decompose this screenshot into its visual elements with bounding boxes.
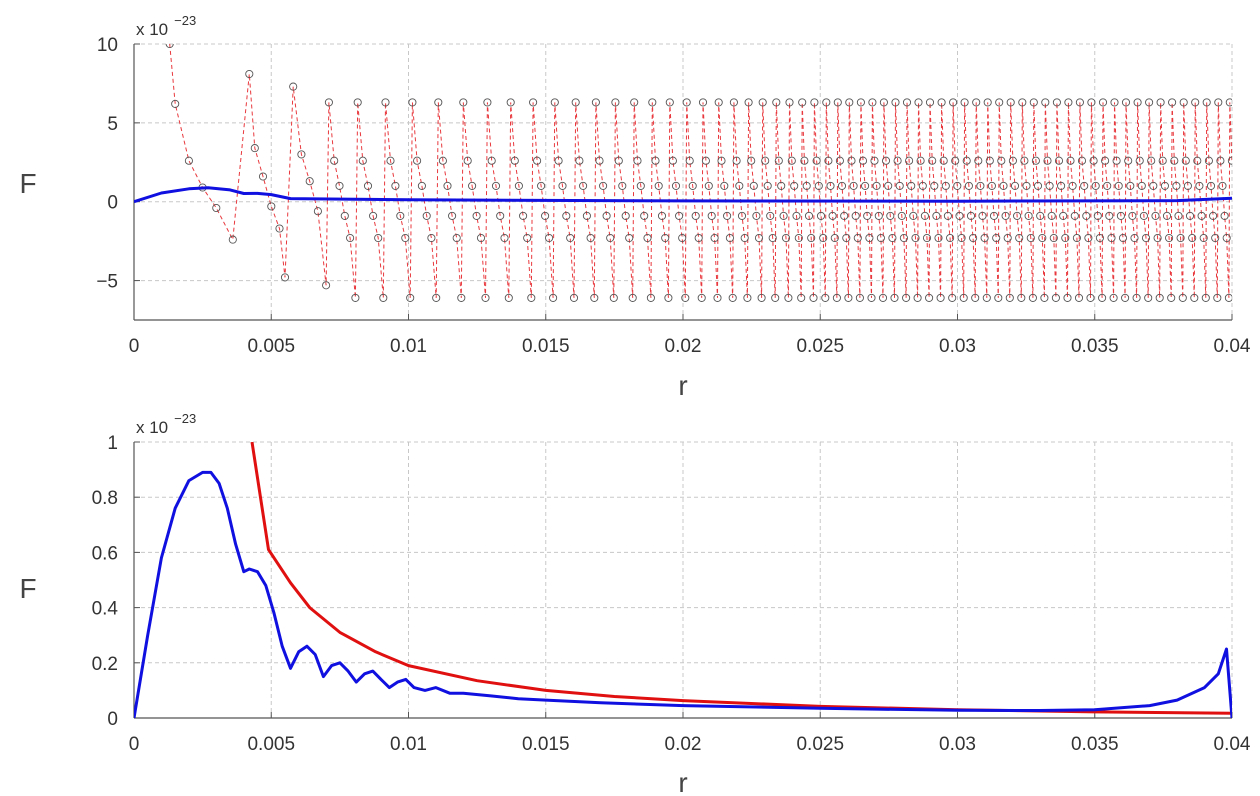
bottom-panel: 0 0.005 0.01 0.015 0.02 0.025 0.03 0.035 0.04 0 0.… (19, 411, 1250, 796)
x-tick-label: 0.015 (522, 734, 570, 755)
x-tick-label: 0.005 (247, 336, 295, 357)
x-tick-label: 0.01 (390, 336, 427, 357)
x-tick-label: 0.02 (665, 734, 702, 755)
x-axis-label: r (678, 370, 687, 401)
series-dashed-line (170, 44, 1232, 298)
x-tick-label: 0 (129, 734, 140, 755)
series-marker (213, 204, 220, 211)
x-tick-label: 0 (129, 336, 140, 357)
x-tick-label: 0.04 (1214, 336, 1251, 357)
x-axis-label: r (678, 767, 687, 796)
y-axis-label: F (19, 168, 36, 199)
y-tick-label: −5 (96, 272, 118, 293)
plot-area (134, 40, 1236, 301)
x-tick-label: 0.02 (665, 336, 702, 357)
y-tick-label: 0 (107, 709, 118, 730)
x-tick-label: 0.035 (1071, 734, 1119, 755)
exponent-label: x 10 −23 (136, 411, 196, 437)
exponent-prefix: x 10 (136, 20, 168, 39)
y-tick-label: 1 (107, 433, 118, 454)
x-tick-label: 0.005 (247, 734, 295, 755)
y-axis-label: F (19, 573, 36, 604)
exponent-power: −23 (174, 411, 196, 426)
series-marker (341, 212, 348, 219)
x-tick-label: 0.04 (1214, 734, 1251, 755)
x-tick-label: 0.025 (796, 336, 844, 357)
y-tick-label: 0.6 (92, 543, 118, 564)
series-marker (331, 157, 338, 164)
x-tick-label: 0.025 (796, 734, 844, 755)
x-tick-label: 0.03 (939, 336, 976, 357)
series-marker (428, 234, 435, 241)
y-tick-label: 0 (107, 193, 118, 214)
exponent-label: x 10 −23 (136, 13, 196, 39)
x-tick-label: 0.035 (1071, 336, 1119, 357)
y-tick-label: 5 (107, 114, 118, 135)
series-marker (336, 182, 343, 189)
x-tick-label: 0.03 (939, 734, 976, 755)
exponent-power: −23 (174, 13, 196, 28)
top-panel: 0 0.005 0.01 0.015 0.02 0.025 0.03 0.035 0.04 −5 0… (19, 13, 1250, 401)
y-tick-label: 10 (97, 35, 118, 56)
series-red-line (252, 442, 1232, 713)
x-tick-label: 0.015 (522, 336, 570, 357)
x-tick-label: 0.01 (390, 734, 427, 755)
exponent-prefix: x 10 (136, 418, 168, 437)
y-tick-label: 0.4 (92, 599, 119, 620)
y-tick-label: 0.8 (92, 488, 118, 509)
y-tick-label: 0.2 (92, 654, 118, 675)
series-marker (185, 157, 192, 164)
